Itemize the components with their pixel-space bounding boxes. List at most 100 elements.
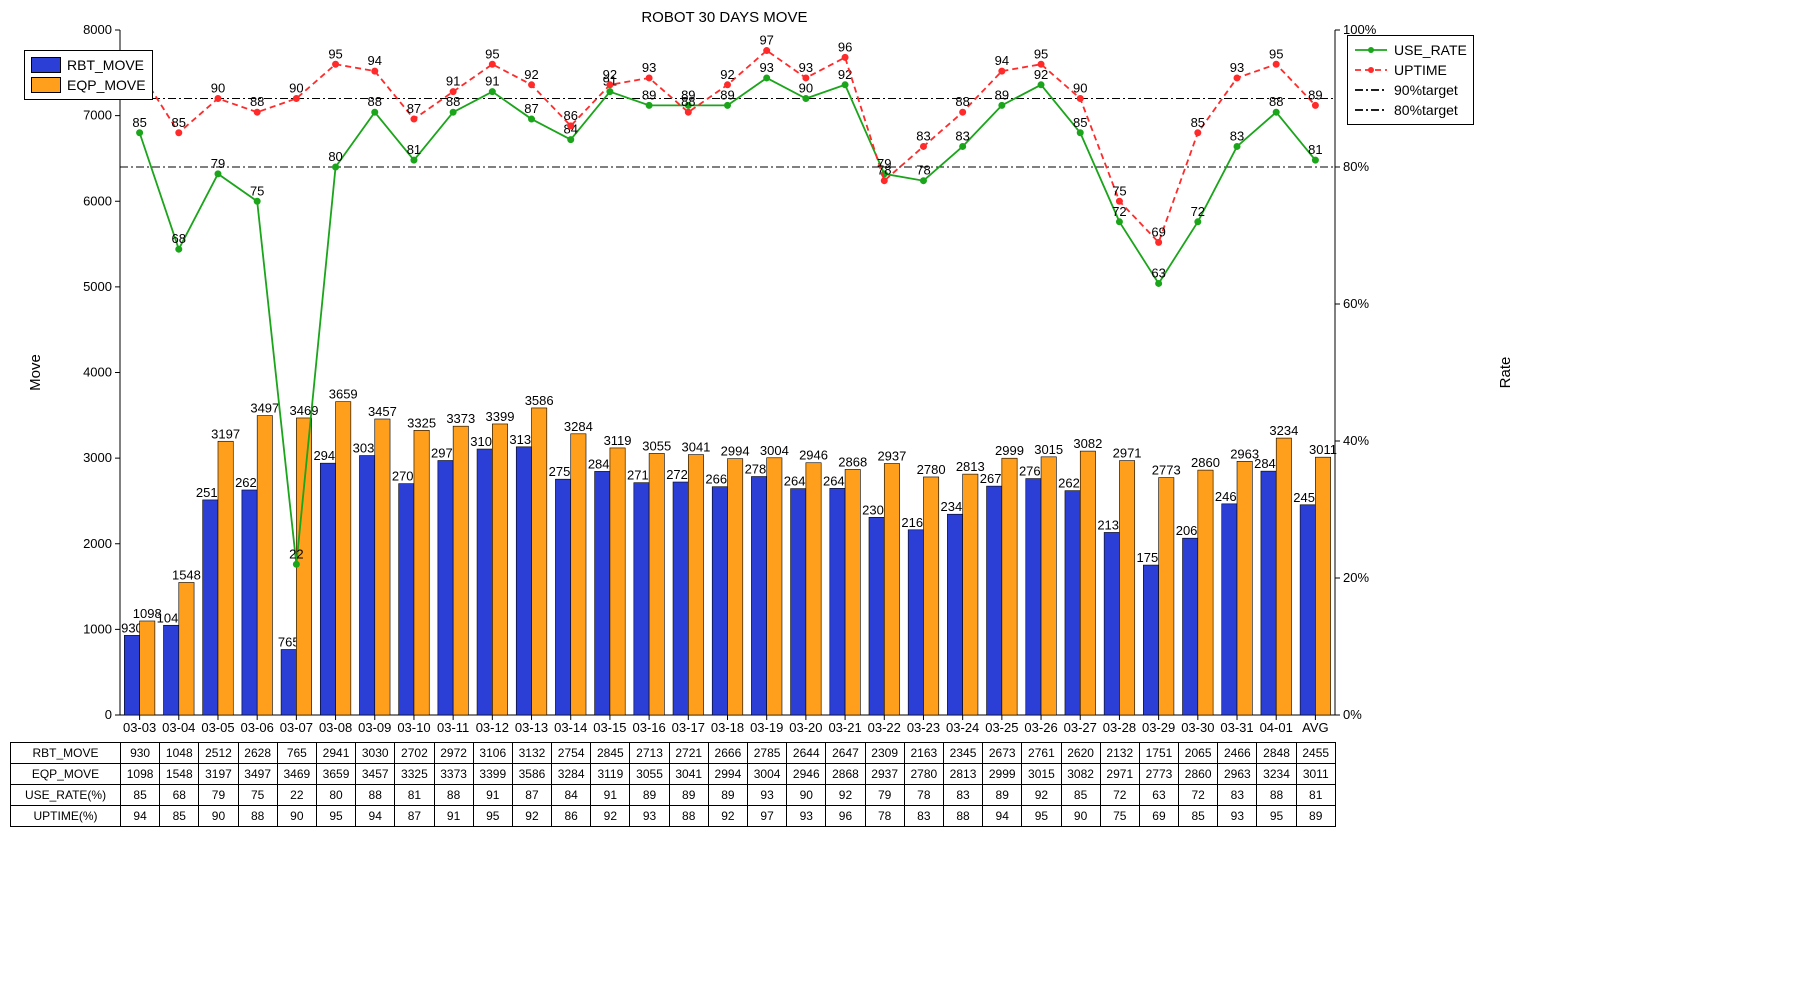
marker-UPTIME <box>1195 130 1201 136</box>
table-cell: 86 <box>552 806 591 827</box>
table-cell: 2309 <box>865 743 904 764</box>
x-tick-label: 03-07 <box>280 720 313 735</box>
line-value-label: 68 <box>172 231 186 246</box>
table-cell: 88 <box>1257 785 1296 806</box>
bar-label: 2971 <box>1113 446 1142 461</box>
bar-RBT_MOVE <box>791 489 806 715</box>
bar-RBT_MOVE <box>830 488 845 715</box>
x-tick-label: 03-14 <box>554 720 587 735</box>
marker-USE_RATE <box>1077 130 1083 136</box>
table-cell: 83 <box>1218 785 1257 806</box>
legend-label: RBT_MOVE <box>67 57 144 73</box>
marker-USE_RATE <box>1273 109 1279 115</box>
x-tick-label: 03-31 <box>1220 720 1253 735</box>
marker-UPTIME <box>920 143 926 149</box>
table-cell: 78 <box>865 806 904 827</box>
table-cell: 91 <box>434 806 473 827</box>
line-value-label: 81 <box>407 142 421 157</box>
bar-RBT_MOVE <box>124 635 139 715</box>
x-tick-label: 03-27 <box>1064 720 1097 735</box>
bar-label: 3004 <box>760 443 789 458</box>
bar-RBT_MOVE <box>1065 491 1080 715</box>
bar-EQP_MOVE <box>218 441 233 715</box>
table-cell: 2868 <box>826 764 865 785</box>
table-cell: 2512 <box>199 743 238 764</box>
bar-EQP_MOVE <box>688 455 703 715</box>
chart-title: ROBOT 30 DAYS MOVE <box>641 10 807 26</box>
line-value-label: 85 <box>1073 115 1087 130</box>
table-cell: 68 <box>160 785 199 806</box>
table-cell: 90 <box>787 785 826 806</box>
legend-item-EQP_MOVE: EQP_MOVE <box>31 75 146 95</box>
table-cell: 97 <box>748 806 787 827</box>
y-left-tick-label: 4000 <box>83 365 112 380</box>
bar-EQP_MOVE <box>1080 451 1095 715</box>
table-cell: 81 <box>1296 785 1335 806</box>
line-value-label: 92 <box>603 67 617 82</box>
data-table: RBT_MOVE93010482512262876529413030270229… <box>10 742 1531 827</box>
bar-RBT_MOVE <box>1104 532 1119 715</box>
table-cell: 3284 <box>552 764 591 785</box>
table-row-header: EQP_MOVE <box>11 764 121 785</box>
table-cell: 3004 <box>748 764 787 785</box>
table-cell: 2963 <box>1218 764 1257 785</box>
marker-UPTIME <box>333 61 339 67</box>
line-value-label: 89 <box>1308 87 1322 102</box>
line-value-label: 95 <box>1269 46 1283 61</box>
line-value-label: 93 <box>1230 60 1244 75</box>
marker-USE_RATE <box>176 246 182 252</box>
line-value-label: 89 <box>995 87 1009 102</box>
marker-USE_RATE <box>529 116 535 122</box>
x-tick-label: 03-09 <box>358 720 391 735</box>
chart-container: ROBOT 30 DAYS MOVE0100020003000400050006… <box>10 10 1530 840</box>
x-tick-label: 03-04 <box>162 720 195 735</box>
table-cell: 765 <box>277 743 316 764</box>
legend-label: EQP_MOVE <box>67 77 146 93</box>
table-cell: 88 <box>356 785 395 806</box>
bar-RBT_MOVE <box>242 490 257 715</box>
line-value-label: 88 <box>955 94 969 109</box>
table-cell: 72 <box>1100 785 1139 806</box>
marker-UPTIME <box>450 89 456 95</box>
line-value-label: 83 <box>1230 128 1244 143</box>
bar-label: 3055 <box>642 438 671 453</box>
table-cell: 2754 <box>552 743 591 764</box>
marker-USE_RATE <box>607 89 613 95</box>
table-cell: 2647 <box>826 743 865 764</box>
bar-label: 3197 <box>211 426 240 441</box>
y-right-tick-label: 0% <box>1343 707 1362 722</box>
y-right-label: Rate <box>1497 357 1514 389</box>
marker-UPTIME <box>411 116 417 122</box>
table-cell: 75 <box>238 785 277 806</box>
bar-RBT_MOVE <box>712 487 727 715</box>
table-cell: 85 <box>1061 785 1100 806</box>
x-tick-label: 03-17 <box>672 720 705 735</box>
table-row-header: UPTIME(%) <box>11 806 121 827</box>
legend-swatch <box>31 77 61 93</box>
marker-USE_RATE <box>803 96 809 102</box>
table-cell: 22 <box>277 785 316 806</box>
bar-label: 2994 <box>721 444 750 459</box>
x-tick-label: 03-22 <box>868 720 901 735</box>
bar-label: 3011 <box>1309 442 1337 457</box>
marker-UPTIME <box>568 123 574 129</box>
table-cell: 93 <box>748 785 787 806</box>
y-right-tick-label: 40% <box>1343 433 1369 448</box>
legend-item: 80%target <box>1354 100 1467 120</box>
bar-RBT_MOVE <box>164 625 179 715</box>
table-cell: 2972 <box>434 743 473 764</box>
bar-label: 3325 <box>407 415 436 430</box>
line-value-label: 90 <box>211 81 225 96</box>
line-value-label: 87 <box>524 101 538 116</box>
table-cell: 2780 <box>904 764 943 785</box>
bar-EQP_MOVE <box>375 419 390 715</box>
table-cell: 93 <box>787 806 826 827</box>
table-row: UPTIME(%)9485908890959487919592869293889… <box>11 806 1531 827</box>
line-value-label: 72 <box>1191 204 1205 219</box>
table-cell: 95 <box>473 806 512 827</box>
table-cell: 3119 <box>591 764 630 785</box>
table-cell: 92 <box>591 806 630 827</box>
bar-EQP_MOVE <box>1198 470 1213 715</box>
bar-label: 2860 <box>1191 455 1220 470</box>
table-cell: 3082 <box>1061 764 1100 785</box>
